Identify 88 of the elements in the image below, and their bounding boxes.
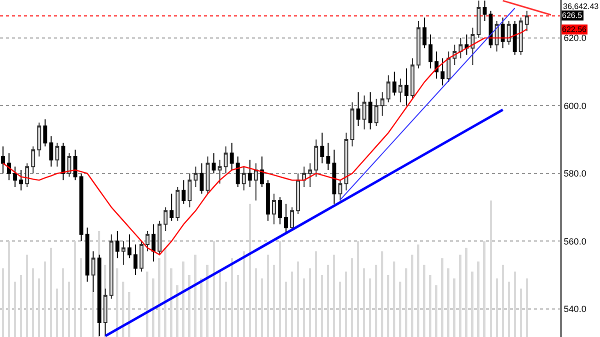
candlestick [164,206,168,232]
candlestick [296,172,300,215]
candlestick [158,220,162,256]
candlestick [127,234,132,259]
candlestick [326,142,330,171]
candlestick [284,203,288,235]
candlestick [362,95,366,130]
candlestick [85,227,90,282]
candlestick [43,118,48,147]
candlestick [200,162,204,194]
candlestick [194,166,198,188]
candlestick [206,156,210,194]
line-series [2,28,528,256]
y-tick-label: 560.0 [564,236,586,246]
text: 36,642.43 [563,2,600,11]
candlestick [13,166,18,188]
candlestick [434,50,439,80]
candlestick [440,58,445,86]
candlestick [368,92,372,130]
candlestick [7,152,12,181]
candlestick [338,180,342,202]
candlestick [380,92,384,116]
candlestick [278,196,282,225]
candlestick [428,34,433,69]
candlestick [176,186,180,222]
candlestick [266,180,270,222]
candlestick [374,98,378,126]
candlestick [224,146,228,174]
y-tick-label: 600.0 [564,100,586,111]
y-tick-label: 540.0 [564,304,586,314]
candlestick [410,58,414,100]
candlestick [500,17,505,49]
candlestick [290,206,294,232]
candlestick [254,162,258,202]
candlestick [482,0,487,22]
candlestick [1,146,5,174]
candlestick [188,172,192,208]
candlestick [302,166,306,188]
candlestick [332,149,336,204]
candlestick [458,37,463,59]
candlestick [356,92,360,126]
candlestick [476,0,481,38]
candlestick [79,172,84,242]
candlestick [398,78,402,103]
candlestick [37,122,42,157]
candlestick [134,244,138,276]
candlestick [49,136,54,168]
candlestick [55,142,60,168]
candlestick [524,10,529,32]
candlestick [386,74,390,103]
y-tick-label: 580.0 [564,168,586,179]
candlestick [170,193,174,222]
candlestick [272,193,276,225]
candlestick [152,224,156,262]
candlestick [470,27,475,66]
candlestick [512,20,517,56]
candlestick [464,34,469,56]
candlestick [236,156,240,188]
candlestick [320,132,324,164]
candlestick [19,170,24,191]
candlestick [446,50,451,82]
candlestick [230,142,234,171]
candlestick [416,20,420,69]
annotation: 626.5 [562,11,583,20]
candlestick [121,240,126,266]
y-tick-label: 620.0 [564,33,586,44]
candlestick [314,139,318,178]
candlestick [218,159,222,184]
candlestick [392,71,396,96]
candlestick [109,234,114,300]
candlestick [115,230,120,259]
annotation: 622.56 [562,25,588,34]
candlestick [308,162,312,188]
candlestick [146,230,150,252]
candlestick [140,240,144,272]
candlestick [25,162,30,188]
candlestick [248,159,252,188]
candlestick [422,17,426,49]
candlestick [31,146,36,174]
candlestick [182,180,186,204]
candlestick [260,156,264,188]
candlestick [242,166,246,191]
candlestick [506,20,511,46]
candlestick [518,17,523,56]
candlestick [97,254,102,336]
candlestick [350,102,354,147]
candlestick [404,68,408,106]
candlestick [212,152,216,174]
